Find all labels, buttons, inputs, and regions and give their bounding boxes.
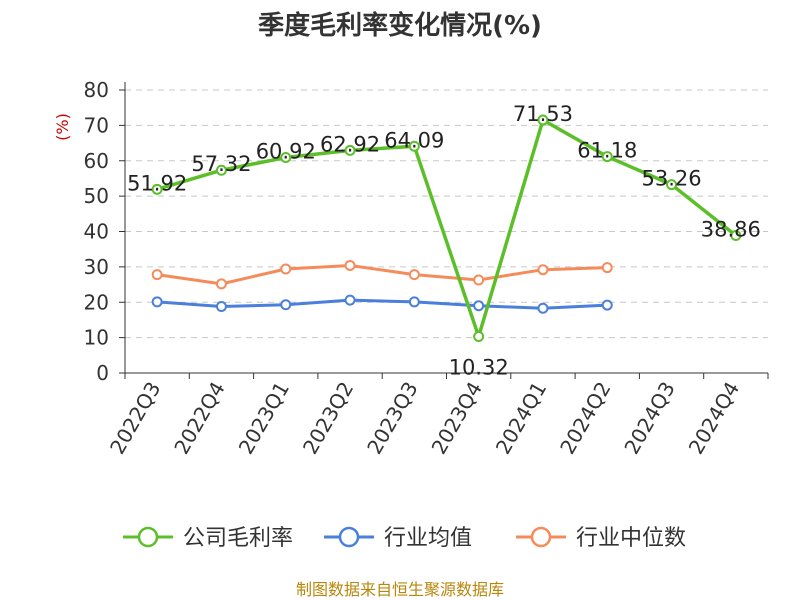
point-行业中位数-2023Q4 — [473, 274, 485, 286]
x-tick-label-2022Q3: 2022Q3 — [105, 378, 165, 459]
legend-item-公司毛利率: 公司毛利率 — [123, 526, 293, 551]
point-行业中位数-2023Q1 — [280, 263, 292, 275]
point-公司毛利率-2024Q1 — [537, 114, 549, 126]
legend-marker-行业均值 — [338, 526, 360, 548]
point-行业均值-2022Q4 — [215, 300, 227, 312]
point-行业均值-2023Q4 — [473, 300, 485, 312]
x-tick-label-2023Q1: 2023Q1 — [234, 378, 294, 459]
legend-label-行业中位数: 行业中位数 — [576, 526, 686, 551]
point-行业均值-2023Q2 — [344, 294, 356, 306]
y-tick-label-0: 0 — [96, 361, 109, 385]
data-label-2023Q4: 10.32 — [449, 355, 509, 379]
legend-item-行业均值: 行业均值 — [324, 526, 472, 551]
data-label-2024Q2: 61.18 — [577, 139, 637, 163]
x-tick-label-2024Q2: 2024Q2 — [555, 378, 615, 459]
y-tick-label-50: 50 — [84, 184, 109, 208]
y-tick-label-10: 10 — [84, 326, 109, 350]
legend-label-公司毛利率: 公司毛利率 — [183, 526, 293, 551]
point-公司毛利率-2023Q1 — [280, 151, 292, 163]
data-label-2023Q1: 60.92 — [256, 139, 316, 163]
point-公司毛利率-2022Q3 — [151, 183, 163, 195]
point-公司毛利率-2023Q4 — [473, 330, 485, 342]
data-source: 制图数据来自恒生聚源数据库 — [296, 580, 504, 599]
data-label-2023Q2: 62.92 — [320, 132, 380, 156]
legend-marker-公司毛利率 — [137, 526, 159, 548]
series-行业中位数 — [151, 259, 613, 290]
legend: 公司毛利率 行业均值 行业中位数 — [123, 526, 686, 551]
data-label-2024Q4: 38.86 — [701, 218, 761, 242]
y-axis-unit: (%) — [53, 113, 72, 141]
x-tick-label-2022Q4: 2022Q4 — [169, 378, 229, 459]
x-tick-label-2023Q4: 2023Q4 — [427, 378, 487, 459]
data-label-2024Q1: 71.53 — [513, 102, 573, 126]
point-行业均值-2024Q1 — [537, 302, 549, 314]
point-行业均值-2023Q3 — [408, 296, 420, 308]
y-tick-label-40: 40 — [84, 220, 109, 244]
point-公司毛利率-2024Q4 — [730, 230, 742, 242]
y-tick-label-70: 70 — [84, 113, 109, 137]
point-行业中位数-2024Q1 — [537, 264, 549, 276]
x-tick-label-2024Q1: 2024Q1 — [491, 378, 551, 459]
point-公司毛利率-2023Q3 — [408, 140, 420, 152]
data-label-2022Q4: 57.32 — [191, 152, 251, 176]
chart-title: 季度毛利率变化情况(%) — [258, 10, 542, 41]
series-公司毛利率 — [151, 114, 742, 342]
y-tick-label-60: 60 — [84, 149, 109, 173]
y-tick-label-30: 30 — [84, 255, 109, 279]
x-tick-label-2023Q2: 2023Q2 — [298, 378, 358, 459]
data-label-2024Q3: 53.26 — [641, 167, 701, 191]
series-行业均值 — [151, 294, 613, 314]
series-line-行业均值 — [157, 298, 608, 310]
point-公司毛利率-2022Q4 — [215, 164, 227, 176]
point-行业均值-2024Q2 — [601, 299, 613, 311]
series-line-行业中位数 — [156, 263, 608, 286]
data-label-2022Q3: 51.92 — [127, 171, 187, 195]
series-layer — [151, 114, 742, 342]
x-tick-label-2024Q3: 2024Q3 — [619, 378, 679, 459]
y-tick-label-80: 80 — [84, 78, 109, 102]
legend-item-行业中位数: 行业中位数 — [516, 526, 686, 551]
x-tick-label-2024Q4: 2024Q4 — [684, 378, 744, 459]
point-行业中位数-2024Q2 — [601, 262, 613, 274]
point-公司毛利率-2024Q2 — [601, 151, 613, 163]
point-公司毛利率-2024Q3 — [666, 179, 678, 191]
legend-label-行业均值: 行业均值 — [384, 526, 472, 551]
grid-lines — [125, 89, 768, 339]
x-tick-label-2023Q3: 2023Q3 — [362, 378, 422, 459]
point-行业中位数-2022Q4 — [215, 278, 227, 290]
point-公司毛利率-2023Q2 — [344, 144, 356, 156]
legend-marker-行业中位数 — [530, 526, 552, 548]
point-行业中位数-2023Q3 — [408, 269, 420, 281]
point-行业中位数-2022Q3 — [151, 269, 163, 281]
point-行业均值-2022Q3 — [151, 296, 163, 308]
series-line-公司毛利率 — [156, 118, 737, 339]
point-行业均值-2023Q1 — [280, 299, 292, 311]
y-tick-label-20: 20 — [84, 290, 109, 314]
point-行业中位数-2023Q2 — [344, 259, 356, 271]
data-label-2023Q3: 64.09 — [384, 128, 444, 152]
